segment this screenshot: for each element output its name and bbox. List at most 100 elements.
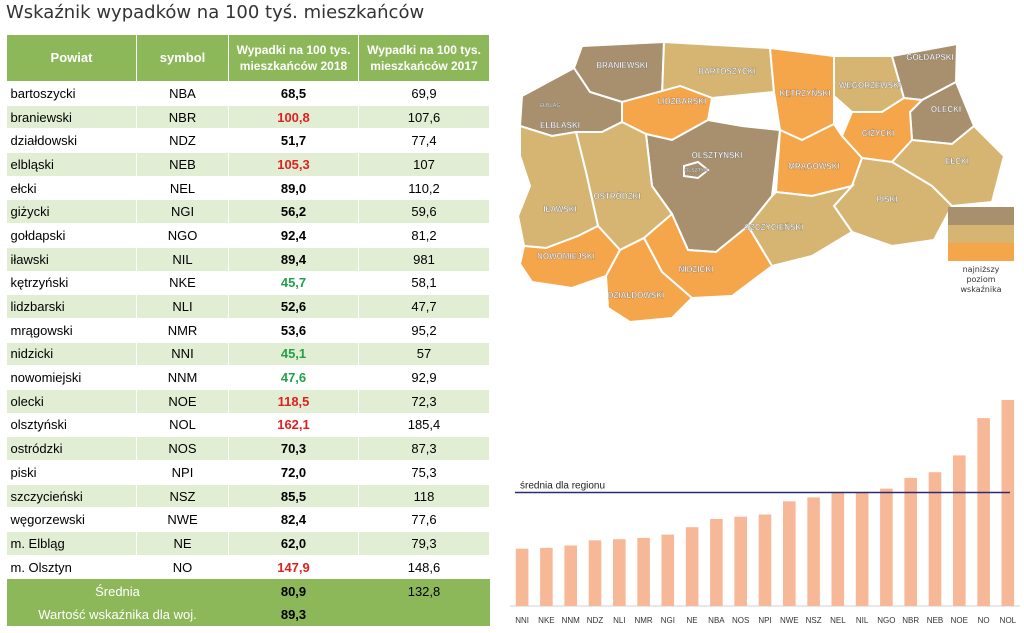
map-region-label: GIŻYCKI [862,129,894,138]
table-row: m. Elbląg NE 62,0 79,3 [6,531,490,556]
page-title: Wskaźnik wypadków na 100 tyś. mieszkańcó… [6,2,425,23]
cell-2017: 72,3 [358,389,490,414]
accident-rate-table: Powiat symbol Wypadki na 100 tys. mieszk… [6,34,490,627]
header-2018: Wypadki na 100 tys. mieszkańców 2018 [228,34,359,82]
cell-powiat: olecki [6,389,137,414]
cell-powiat: olsztyński [6,413,137,438]
chart-bar [1001,400,1015,606]
x-tick-label: NMR [634,616,652,625]
map-region-label: OLSZTYŃSKI [692,151,743,160]
table-row: szczycieński NSZ 85,5 118 [6,484,490,509]
cell-symbol: NMR [136,318,229,343]
cell-symbol: NNM [136,365,229,390]
table-row: iławski NIL 89,4 981 [6,247,490,272]
chart-bar [637,537,650,606]
x-tick-label: NNI [515,616,529,625]
map-region-label: WĘGORZEWSKI [839,81,901,90]
chart-bar [710,519,723,606]
x-tick-label: NGI [661,616,675,625]
cell-symbol: NNI [136,342,229,367]
map-region-label: GOŁDAPSKI [906,53,954,62]
x-tick-label: NLI [613,616,625,625]
cell-2018: 47,6 [228,365,359,390]
cell-2018: 51,7 [228,128,359,154]
cell-2018: 70,3 [228,436,359,461]
map-region-label: KĘTRZYŃSKI [779,89,830,98]
cell-2017: 118 [358,484,490,509]
table-header-row: Powiat symbol Wypadki na 100 tys. mieszk… [6,34,490,82]
cell-2017: 57 [358,342,490,367]
map-region [746,184,855,268]
cell-symbol: NBR [136,105,229,130]
table-row: węgorzewski NWE 82,4 77,6 [6,507,490,533]
map-region-label: OLSZTYN [684,168,708,174]
cell-symbol: NSZ [136,484,229,509]
cell-2018: 100,8 [228,105,359,130]
cell-symbol: NDZ [136,128,229,154]
average-2017: 132,8 [358,578,490,603]
voivodeship-2018: 89,3 [228,602,359,627]
cell-2017: 47,7 [358,294,490,319]
chart-bar [904,477,917,606]
table-row: nidzicki NNI 45,1 57 [6,342,490,367]
average-row: Średnia 80,9 132,8 [6,578,490,603]
cell-2017: 58,1 [358,271,490,296]
cell-powiat: nowomiejski [6,365,137,390]
cell-2018: 56,2 [228,199,359,225]
cell-symbol: NEB [136,152,229,177]
map-region-label: ELBLĄG [540,103,561,109]
x-tick-label: NOL [1000,616,1017,625]
cell-2018: 62,0 [228,531,359,556]
legend-label: najniższy poziom wskaźnika [960,265,1002,294]
chart-bar [953,455,966,606]
voivodeship-label: Wartość wskaźnika dla woj. [6,602,229,627]
x-tick-label: NEB [927,616,943,625]
cell-2018: 105,3 [228,152,359,177]
bar-chart: NNI NKE NNM NDZ NLI NMR NGI NE NBA NOS NPI NWE NSZ NE… [510,400,1020,625]
cell-symbol: NOL [136,413,229,438]
cell-powiat: mrągowski [6,318,137,343]
x-tick-label: NDZ [587,616,604,625]
chart-bar [588,540,602,606]
cell-2017: 107,6 [358,105,490,130]
map-region-label: MRĄGOWSKI [788,162,840,171]
cell-2018: 45,1 [228,342,359,367]
table-row: m. Olsztyn NO 147,9 148,6 [6,555,490,580]
cell-symbol: NOE [136,389,229,414]
cell-symbol: NE [136,531,229,556]
cell-2017: 77,6 [358,507,490,533]
map-region-label: EŁCKI [945,157,969,166]
header-powiat: Powiat [6,34,137,82]
table-row: lidzbarski NLI 52,6 47,7 [6,294,490,319]
x-tick-label: NNM [562,616,581,625]
x-tick-label: NOE [951,616,968,625]
cell-powiat: lidzbarski [6,294,137,319]
region-map: BRANIEWSKI BARTOSZYCKI KĘTRZYŃSKI WĘGORZEWS… [516,40,1006,324]
map-region-label: IŁAWSKI [543,205,576,214]
cell-powiat: szczycieński [6,484,137,509]
cell-powiat: gołdapski [6,223,137,248]
legend-swatch-low [948,243,1014,261]
table-row: nowomiejski NNM 47,6 92,9 [6,365,490,390]
average-label: Średnia [6,578,229,603]
cell-2018: 45,7 [228,271,359,296]
chart-bar [783,501,796,606]
voivodeship-row: Wartość wskaźnika dla woj. 89,3 [6,602,490,627]
cell-symbol: NKE [136,271,229,296]
table-row: elbląski NEB 105,3 107 [6,152,490,177]
cell-symbol: NEL [136,176,229,201]
chart-bar [685,527,699,606]
cell-powiat: działdowski [6,128,137,154]
x-tick-label: NBA [708,616,725,625]
map-region-label: NIDZICKI [679,265,714,274]
chart-bar [661,534,675,606]
reference-line-label: średnia dla regionu [520,481,605,492]
map-region-label: OSTRÓDZKI [593,192,640,201]
cell-2017: 110,2 [358,176,490,201]
cell-powiat: m. Elbląg [6,531,137,556]
table-row: olsztyński NOL 162,1 185,4 [6,413,490,438]
map-region [683,160,710,180]
chart-bar [855,492,869,606]
cell-2017: 69,9 [358,81,490,106]
chart-bar [613,539,626,606]
